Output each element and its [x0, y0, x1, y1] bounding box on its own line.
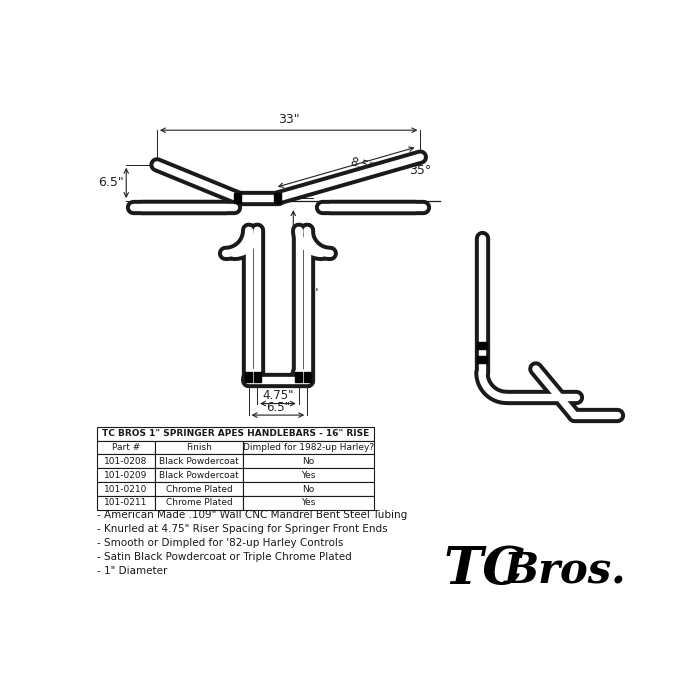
- Text: 101-0209: 101-0209: [104, 470, 148, 480]
- Text: Black Powdercoat: Black Powdercoat: [159, 457, 239, 466]
- Bar: [97, 468, 155, 482]
- Bar: [304, 372, 311, 382]
- Text: Part #: Part #: [112, 443, 140, 452]
- Bar: [244, 482, 374, 496]
- Text: TC: TC: [444, 544, 525, 594]
- Bar: [295, 372, 302, 382]
- Text: Chrome Plated: Chrome Plated: [166, 484, 232, 494]
- Text: No: No: [302, 457, 315, 466]
- Text: 6.5": 6.5": [266, 400, 290, 414]
- Bar: [155, 468, 244, 482]
- Bar: [244, 454, 374, 468]
- Text: 16": 16": [298, 287, 319, 300]
- Bar: [155, 440, 244, 454]
- Bar: [244, 468, 374, 482]
- Text: Finish: Finish: [186, 443, 212, 452]
- Text: Dimpled for 1982-up Harley?: Dimpled for 1982-up Harley?: [243, 443, 374, 452]
- Bar: [244, 440, 374, 454]
- Bar: [97, 427, 374, 440]
- Bar: [253, 372, 260, 382]
- Text: Chrome Plated: Chrome Plated: [166, 498, 232, 508]
- Text: No: No: [302, 484, 315, 494]
- Text: - American Made .109" Wall CNC Mandrel Bent Steel Tubing: - American Made .109" Wall CNC Mandrel B…: [97, 510, 407, 520]
- Bar: [97, 454, 155, 468]
- Text: 8.5": 8.5": [349, 155, 375, 174]
- Text: Yes: Yes: [302, 470, 316, 480]
- Text: TC BROS 1" SPRINGER APES HANDLEBARS - 16" RISE: TC BROS 1" SPRINGER APES HANDLEBARS - 16…: [102, 429, 369, 438]
- Bar: [274, 193, 281, 203]
- Bar: [97, 440, 155, 454]
- Bar: [477, 356, 487, 363]
- Text: Bros.: Bros.: [503, 550, 626, 592]
- Text: - Smooth or Dimpled for '82-up Harley Controls: - Smooth or Dimpled for '82-up Harley Co…: [97, 538, 343, 548]
- Text: Yes: Yes: [302, 498, 316, 508]
- Bar: [97, 496, 155, 510]
- Text: 101-0211: 101-0211: [104, 498, 148, 508]
- Bar: [244, 496, 374, 510]
- Text: 101-0210: 101-0210: [104, 484, 148, 494]
- Text: 6.5": 6.5": [98, 176, 124, 190]
- Text: 101-0208: 101-0208: [104, 457, 148, 466]
- Text: - Knurled at 4.75" Riser Spacing for Springer Front Ends: - Knurled at 4.75" Riser Spacing for Spr…: [97, 524, 388, 534]
- Text: - 1" Diameter: - 1" Diameter: [97, 566, 167, 575]
- Bar: [234, 193, 241, 203]
- Text: 4.75": 4.75": [262, 389, 294, 402]
- Bar: [97, 482, 155, 496]
- Bar: [477, 342, 487, 349]
- Bar: [155, 482, 244, 496]
- Text: 35°: 35°: [409, 164, 431, 176]
- Text: Black Powdercoat: Black Powdercoat: [159, 470, 239, 480]
- Bar: [155, 454, 244, 468]
- Bar: [245, 372, 252, 382]
- Bar: [155, 496, 244, 510]
- Text: - Satin Black Powdercoat or Triple Chrome Plated: - Satin Black Powdercoat or Triple Chrom…: [97, 552, 351, 562]
- Text: 33": 33": [278, 113, 300, 126]
